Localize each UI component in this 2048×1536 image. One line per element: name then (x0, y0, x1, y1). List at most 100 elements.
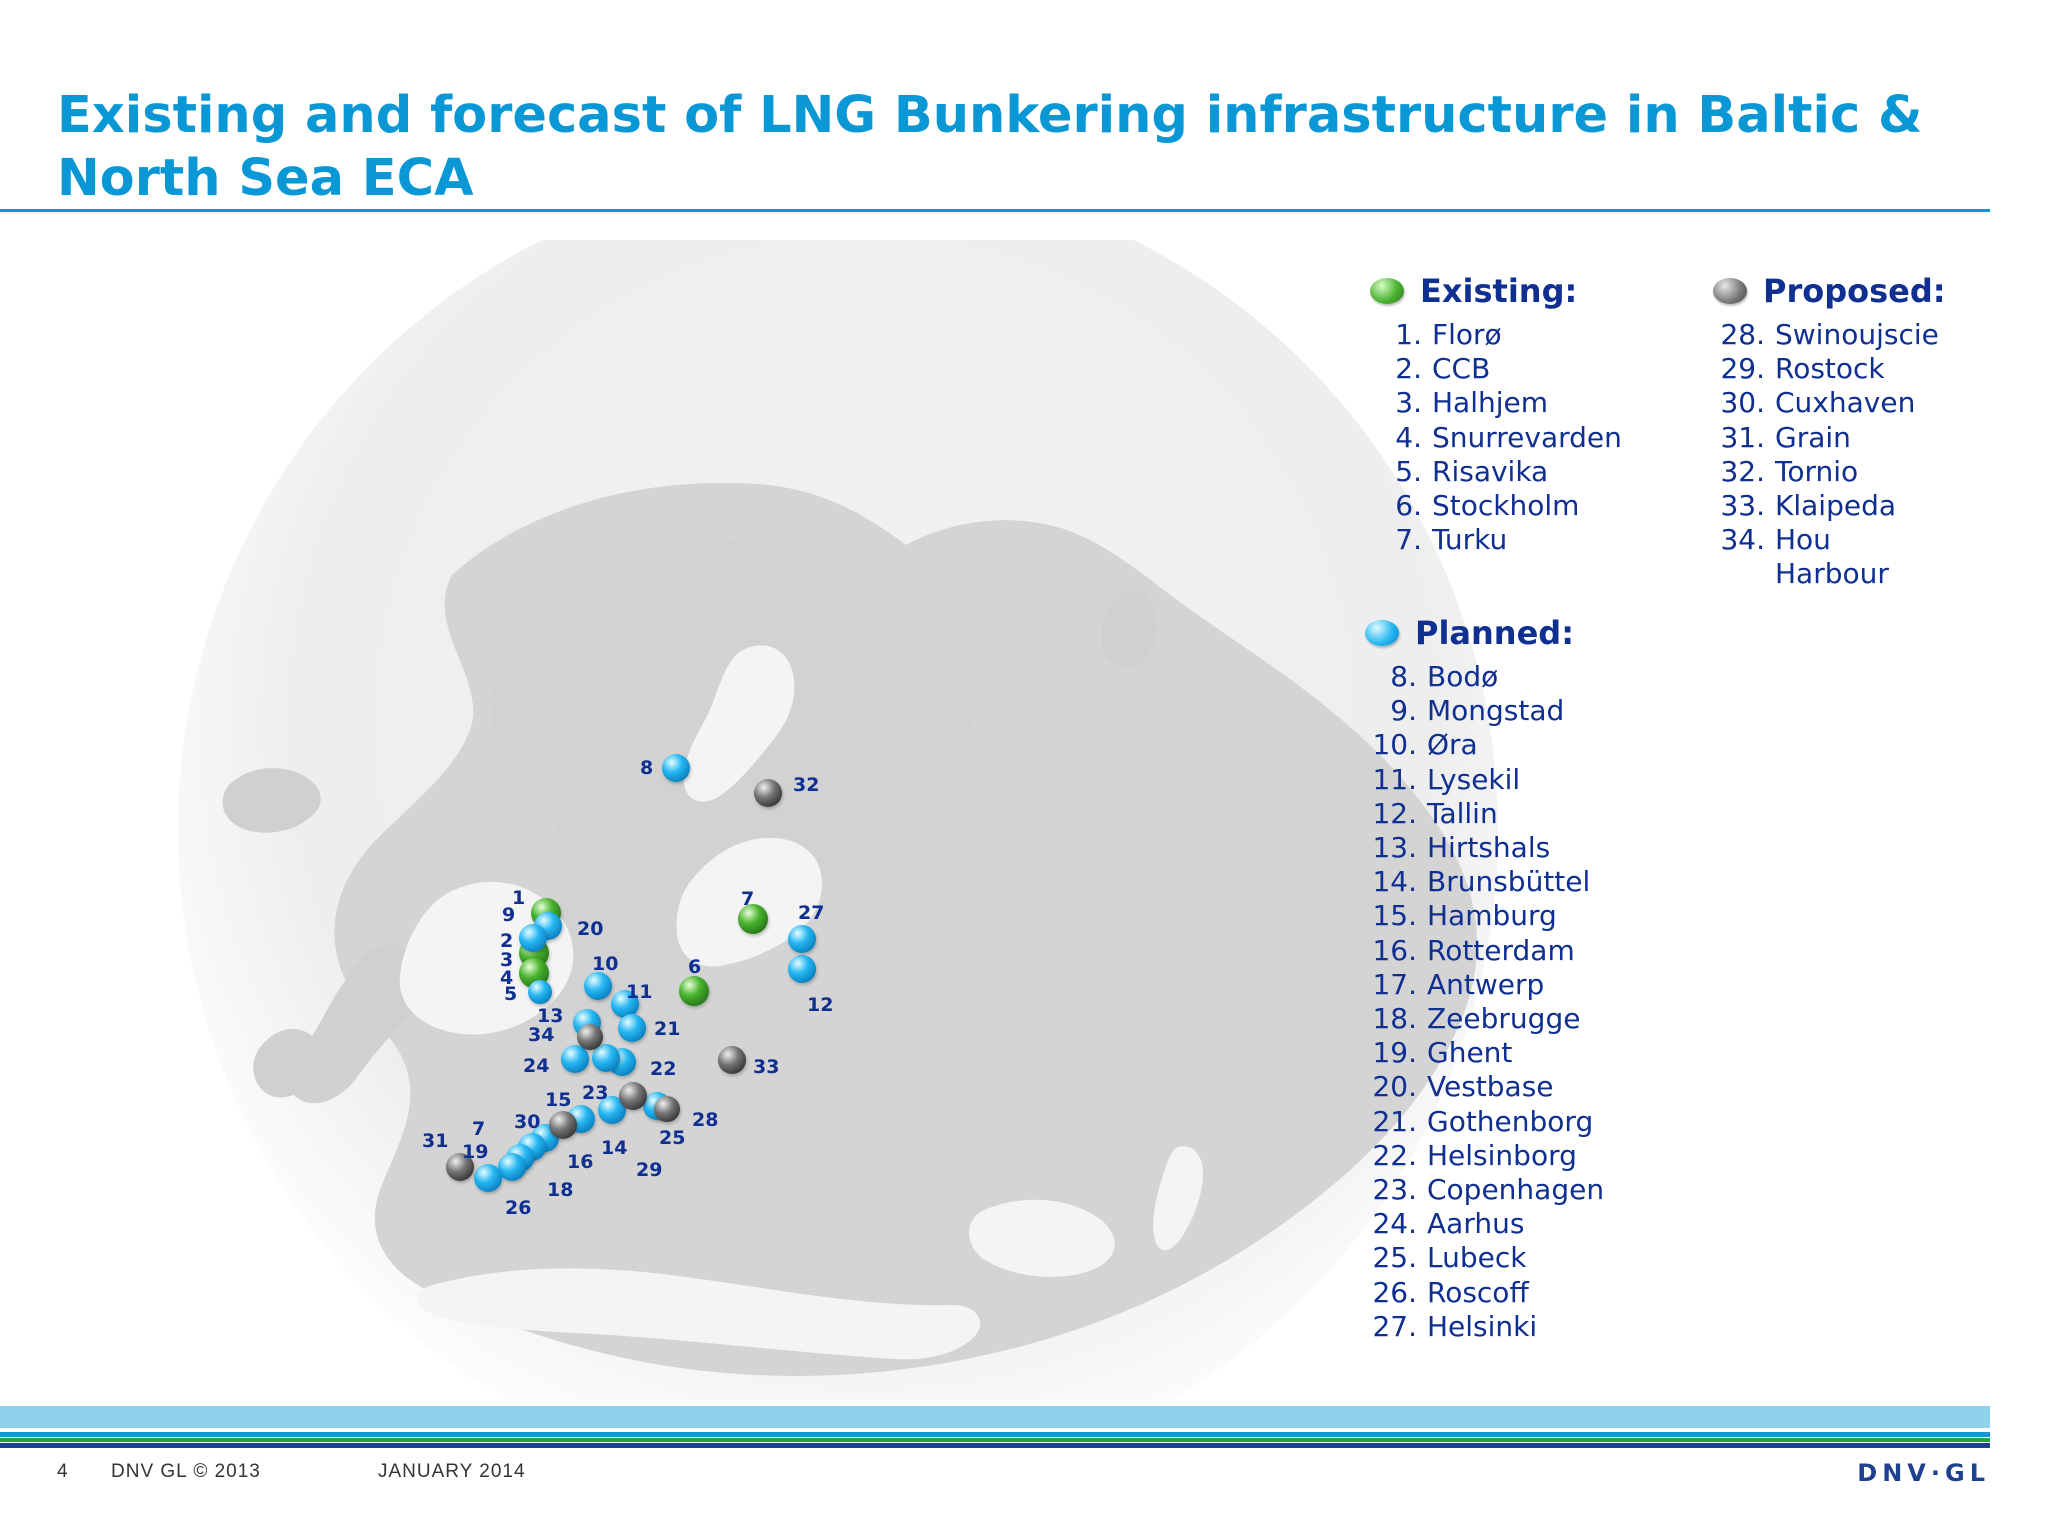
existing-item: 4. Snurrevarden (1395, 420, 1622, 454)
marker-planned-23[interactable] (592, 1044, 620, 1072)
page-number: 4 (57, 1461, 69, 1482)
planned-item: 22. Helsinborg (1372, 1138, 1577, 1172)
planned-item: 23. Copenhagen (1372, 1173, 1605, 1207)
map-label-7-north: 7 (741, 888, 754, 910)
slide-title: Existing and forecast of LNG Bunkering i… (57, 86, 1923, 208)
proposed-heading-text: Proposed: (1763, 272, 1946, 310)
map-label-24: 24 (523, 1055, 549, 1077)
planned-item: 15. Hamburg (1372, 899, 1557, 933)
existing-item: 3. Halhjem (1395, 386, 1549, 420)
planned-item: 17. Antwerp (1372, 967, 1545, 1001)
footer-blue-line (0, 1432, 1990, 1437)
mediterranean-sea (417, 1268, 981, 1360)
planned-item: 14. Brunsbüttel (1372, 865, 1591, 899)
map-label-34: 34 (528, 1024, 554, 1046)
copyright: DNV GL © 2013 (111, 1461, 261, 1482)
planned-item: 12. Tallin (1372, 796, 1498, 830)
planned-item: 9. Mongstad (1390, 694, 1565, 728)
europe-map: 1 9 2 3 4 5 20 10 11 6 7 27 12 8 32 13 3… (0, 240, 2048, 1400)
map-label-27: 27 (798, 902, 824, 924)
marker-proposed-28[interactable] (654, 1096, 680, 1122)
marker-planned-27[interactable] (788, 925, 816, 953)
marker-planned-26[interactable] (474, 1164, 502, 1192)
marker-proposed-30[interactable] (549, 1111, 577, 1139)
blue-dot-icon (1365, 620, 1399, 646)
proposed-item: 32. Tornio (1720, 454, 1859, 488)
marker-planned-8[interactable] (662, 754, 690, 782)
planned-item: 18. Zeebrugge (1372, 1002, 1581, 1036)
map-label-21: 21 (654, 1018, 680, 1040)
planned-heading-text: Planned: (1415, 614, 1574, 652)
gulf-of-bothnia (683, 645, 795, 802)
map-label-31: 31 (422, 1130, 448, 1152)
proposed-item: 31. Grain (1720, 420, 1851, 454)
footer-light-band (0, 1406, 1990, 1428)
marker-planned-12[interactable] (788, 955, 816, 983)
planned-item: 16. Rotterdam (1372, 933, 1575, 967)
map-label-25: 25 (659, 1127, 685, 1149)
map-label-23: 23 (582, 1082, 608, 1104)
marker-planned-19[interactable] (498, 1153, 526, 1181)
map-label-29: 29 (636, 1159, 662, 1181)
legend-existing-heading: Existing: (1370, 274, 1700, 308)
map-label-5: 5 (504, 983, 517, 1005)
map-label-14: 14 (601, 1137, 627, 1159)
marker-planned-2[interactable] (519, 924, 547, 952)
marker-planned-24[interactable] (561, 1045, 589, 1073)
planned-list: 8. Bodø 9. Mongstad 10. Øra 11. Lysekil 12. T… (1365, 660, 1755, 1344)
map-label-18: 18 (547, 1179, 573, 1201)
map-label-11: 11 (626, 981, 652, 1003)
map-label-30: 30 (514, 1111, 540, 1133)
planned-item: 8. Bodø (1390, 660, 1499, 693)
marker-existing-6[interactable] (679, 976, 709, 1006)
existing-list: 1. Florø 2. CCB 3. Halhjem 4. Snurrevarden 5… (1370, 318, 1700, 557)
footer-date: JANUARY 2014 (378, 1461, 526, 1482)
proposed-item: 34. Hou Harbour (1720, 523, 1889, 591)
existing-item: 2. CCB (1395, 352, 1491, 386)
map-label-4: 4 (500, 967, 513, 989)
marker-existing-7[interactable] (738, 904, 768, 934)
planned-item: 25. Lubeck (1372, 1241, 1527, 1275)
title-divider (0, 209, 1990, 212)
existing-item: 5. Risavika (1395, 454, 1549, 488)
marker-planned-10[interactable] (584, 972, 612, 1000)
ireland-land (253, 1028, 321, 1098)
dnv-gl-logo: DNV·GL (1857, 1459, 1990, 1487)
marker-proposed-29[interactable] (619, 1082, 647, 1110)
marker-proposed-31[interactable] (446, 1153, 474, 1181)
map-label-10: 10 (592, 953, 618, 975)
map-label-3: 3 (500, 949, 513, 971)
marker-proposed-32[interactable] (754, 779, 782, 807)
map-label-12: 12 (807, 994, 833, 1016)
legend-proposed-heading: Proposed: (1713, 274, 1993, 308)
planned-item: 10. Øra (1372, 728, 1478, 762)
marker-proposed-33[interactable] (718, 1046, 746, 1074)
marker-proposed-34[interactable] (577, 1024, 603, 1050)
footer-green-line (0, 1438, 1990, 1442)
legend-planned: Planned: 8. Bodø 9. Mongstad 10. Øra 11. Lys… (1365, 616, 1755, 1344)
map-label-9: 9 (502, 904, 515, 926)
map-label-15: 15 (545, 1089, 571, 1111)
marker-planned-14[interactable] (598, 1096, 626, 1124)
marker-planned-5[interactable] (528, 980, 552, 1004)
map-label-16: 16 (567, 1151, 593, 1173)
marker-planned-11[interactable] (611, 990, 639, 1018)
green-dot-icon (1370, 278, 1404, 304)
footer-navy-line (0, 1443, 1990, 1448)
map-label-28: 28 (692, 1109, 718, 1131)
legend-proposed: Proposed: 28. Swinoujscie 29. Rostock 30. C… (1713, 274, 1993, 592)
map-label-1: 1 (512, 887, 525, 909)
map-label-26: 26 (505, 1197, 531, 1219)
gray-dot-icon (1713, 278, 1747, 304)
marker-planned-21[interactable] (618, 1014, 646, 1042)
planned-item: 27. Helsinki (1372, 1309, 1538, 1343)
existing-item: 6. Stockholm (1395, 489, 1580, 523)
planned-item: 26. Roscoff (1372, 1275, 1529, 1309)
map-label-8: 8 (640, 757, 653, 779)
map-label-33: 33 (753, 1056, 779, 1078)
planned-item: 13. Hirtshals (1372, 831, 1551, 865)
existing-item: 1. Florø (1395, 318, 1502, 351)
europe-map-svg: 1 9 2 3 4 5 20 10 11 6 7 27 12 8 32 13 3… (178, 240, 1498, 1400)
baltic-sea (676, 837, 823, 967)
